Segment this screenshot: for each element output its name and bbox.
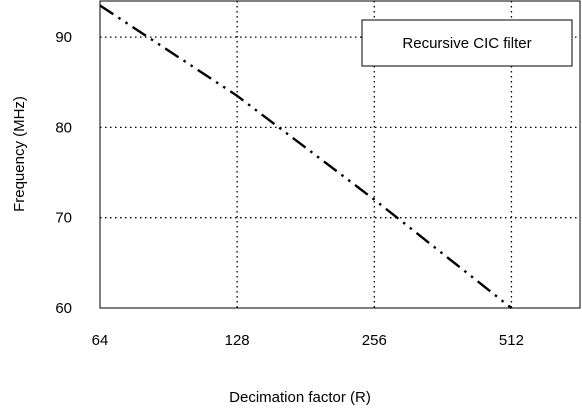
y-tick-label-60: 60	[55, 300, 72, 317]
y-tick-label-70: 70	[55, 210, 72, 227]
x-axis-label: Decimation factor (R)	[229, 389, 371, 406]
x-tick-label-512: 512	[499, 332, 524, 349]
y-tick-label-90: 90	[55, 29, 72, 46]
x-tick-label-256: 256	[362, 332, 387, 349]
x-tick-label-64: 64	[92, 332, 109, 349]
y-tick-label-80: 80	[55, 119, 72, 136]
plot-frame	[99, 0, 581, 309]
y-axis-label: Frequency (MHz)	[11, 96, 28, 212]
series-line-0	[99, 4, 513, 309]
series-group	[99, 4, 513, 309]
legend-entry-recursive-cic-filter: Recursive CIC filter	[402, 35, 531, 52]
legend: Recursive CIC filter	[361, 19, 573, 67]
legend-box	[361, 19, 573, 67]
x-tick-labels: 64 128 256 512	[92, 332, 524, 349]
x-tick-label-128: 128	[225, 332, 250, 349]
y-tick-labels: 60 70 80 90	[55, 29, 72, 317]
